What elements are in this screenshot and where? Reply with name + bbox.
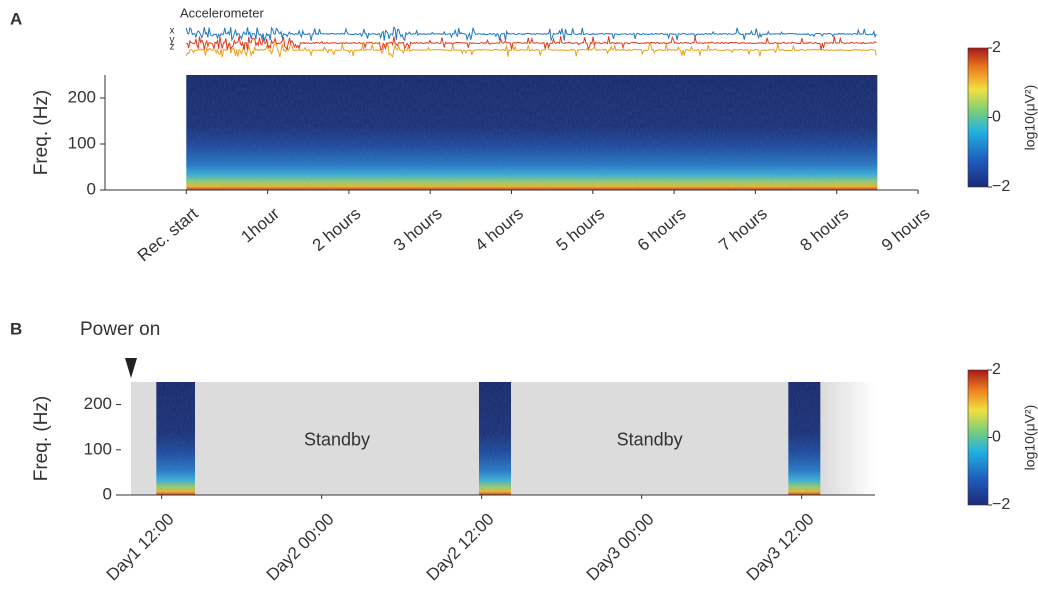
y-tick-label: 0 (87, 179, 96, 198)
standby-label: Standby (617, 429, 683, 449)
x-tick-label: Day3 00:00 (583, 510, 658, 585)
x-tick-label: 8 hours (797, 204, 853, 255)
panel-label: A (10, 9, 22, 28)
x-tick-label: Day1 12:00 (103, 510, 178, 585)
y-tick-label: 0 (103, 484, 112, 503)
colorbar (967, 47, 989, 188)
y-tick-label: 100 (68, 133, 96, 152)
inset-axis-label: y (170, 35, 175, 46)
power-on-marker (125, 358, 137, 378)
colorbar-label: log10(μV²) (1022, 405, 1038, 471)
x-tick-label: 6 hours (634, 204, 690, 255)
y-tick-label: 200 (68, 87, 96, 106)
spectrogram-texture (156, 382, 195, 495)
inset-axis-label: x (170, 26, 175, 37)
x-tick-label: 3 hours (390, 204, 446, 255)
x-tick-label: Day3 12:00 (743, 510, 818, 585)
colorbar-tick-label: 0 (992, 109, 1001, 126)
y-axis-label: Freq. (Hz) (31, 396, 52, 482)
colorbar-tick-label: 2 (992, 361, 1001, 378)
colorbar-tick-label: 2 (992, 39, 1001, 56)
colorbar-tick-label: −2 (992, 178, 1010, 195)
accelerometer-trace (185, 26, 877, 43)
colorbar-tick-label: 0 (992, 429, 1001, 446)
inset-axis-label: z (170, 42, 175, 53)
spectrogram-texture (788, 382, 821, 495)
x-tick-label: 2 hours (309, 204, 365, 255)
y-tick-label: 200 (84, 394, 112, 413)
colorbar-tick-label: −2 (992, 496, 1010, 513)
standby-label: Standby (304, 429, 370, 449)
panel-label: B (10, 319, 22, 338)
y-tick-label: 100 (84, 439, 112, 458)
accelerometer-trace (186, 35, 877, 51)
x-tick-label: 4 hours (471, 204, 527, 255)
x-tick-label: 9 hours (878, 204, 934, 255)
x-tick-label: Day2 12:00 (423, 510, 498, 585)
y-axis-label: Freq. (Hz) (31, 90, 52, 176)
colorbar (967, 369, 989, 506)
spectrogram-texture (186, 75, 878, 190)
x-tick-label: 5 hours (553, 204, 609, 255)
accelerometer-trace (185, 41, 877, 58)
x-tick-label: Day2 00:00 (263, 510, 338, 585)
inset-title: Accelerometer (180, 5, 264, 20)
x-tick-label: 1hour (238, 204, 284, 247)
spectrogram-texture (479, 382, 511, 495)
x-tick-label: Rec. start (134, 204, 202, 265)
x-tick-label: 7 hours (715, 204, 771, 255)
annotation: Power on (80, 319, 160, 340)
colorbar-label: log10(μV²) (1022, 85, 1038, 151)
